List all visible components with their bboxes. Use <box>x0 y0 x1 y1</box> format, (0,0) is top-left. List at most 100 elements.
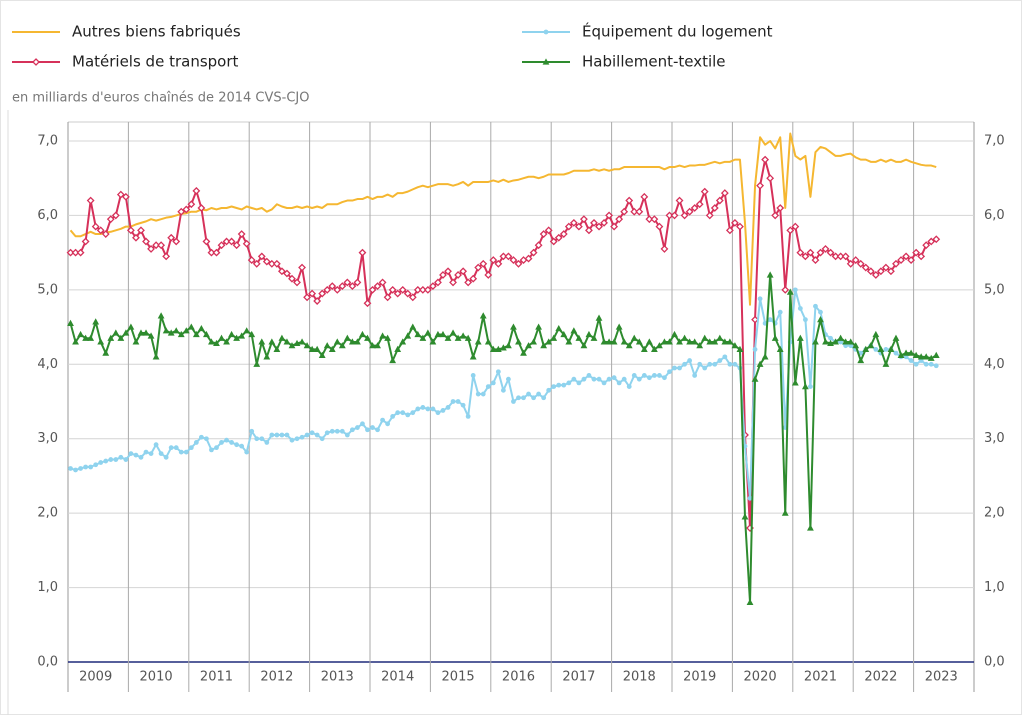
point <box>625 342 633 349</box>
point <box>671 330 678 338</box>
x-tick-label: 2011 <box>200 670 233 685</box>
y2-tick-label: 2,0 <box>984 506 1005 521</box>
point <box>872 330 880 338</box>
point <box>596 376 602 382</box>
point <box>559 230 568 238</box>
point <box>102 349 110 356</box>
point <box>531 395 536 401</box>
point <box>511 399 516 404</box>
point <box>499 344 507 351</box>
point <box>706 338 714 345</box>
point <box>323 285 332 294</box>
point <box>92 318 100 325</box>
point <box>277 267 286 276</box>
point <box>434 278 442 287</box>
point <box>720 189 729 198</box>
point <box>752 347 758 352</box>
point <box>313 297 322 305</box>
point <box>680 211 689 220</box>
point <box>489 345 497 352</box>
point <box>882 360 890 367</box>
point <box>686 338 694 345</box>
point <box>178 449 184 455</box>
point <box>237 230 246 238</box>
point <box>928 361 934 367</box>
point <box>449 329 457 336</box>
point <box>902 252 910 261</box>
y2-tick-label: 4,0 <box>984 357 1005 372</box>
point <box>546 387 552 393</box>
x-tick-label: 2023 <box>925 670 958 685</box>
point <box>318 351 326 358</box>
point <box>495 369 501 375</box>
point <box>576 380 582 386</box>
point <box>691 338 699 345</box>
point <box>756 360 764 367</box>
point <box>283 269 291 278</box>
point <box>272 259 281 268</box>
point <box>329 428 335 434</box>
point <box>267 259 276 268</box>
point <box>475 391 481 397</box>
point <box>363 299 372 308</box>
point <box>832 338 839 345</box>
legend-label: Matériels de transport <box>72 53 239 71</box>
point <box>143 449 149 455</box>
point <box>197 324 205 332</box>
point <box>610 222 619 231</box>
point <box>479 312 487 319</box>
point <box>390 413 396 419</box>
point <box>157 312 165 319</box>
point <box>253 360 261 367</box>
point <box>736 222 744 231</box>
point <box>494 259 503 268</box>
point <box>615 215 624 224</box>
point <box>876 267 885 276</box>
point <box>580 342 588 349</box>
point <box>398 285 407 294</box>
legend-label: Habillement-textile <box>582 53 726 71</box>
y-tick-label: 4,0 <box>37 357 58 372</box>
x-tick-label: 2022 <box>864 670 897 685</box>
point <box>700 187 709 196</box>
point <box>656 342 663 349</box>
point <box>662 375 667 381</box>
point <box>278 334 286 341</box>
point <box>717 358 723 363</box>
point <box>585 226 593 235</box>
point <box>158 451 164 456</box>
point <box>469 274 478 283</box>
point <box>469 353 477 360</box>
point <box>76 248 85 257</box>
point <box>419 334 427 341</box>
point <box>383 293 392 302</box>
point <box>182 205 191 214</box>
point <box>380 417 385 423</box>
point <box>313 345 321 352</box>
point <box>430 406 436 412</box>
point <box>777 309 783 315</box>
point <box>681 334 688 341</box>
point <box>771 211 780 220</box>
y-tick-label: 7,0 <box>37 134 58 149</box>
point <box>645 338 653 345</box>
point <box>314 432 320 438</box>
point <box>616 380 622 386</box>
point <box>284 432 290 438</box>
point <box>927 354 935 361</box>
point <box>842 338 850 345</box>
point <box>219 440 224 445</box>
point <box>646 375 652 381</box>
point <box>781 509 789 516</box>
point <box>862 345 870 352</box>
point <box>722 354 728 360</box>
point <box>696 342 704 349</box>
point <box>861 263 870 272</box>
point <box>344 432 350 438</box>
point <box>591 376 597 382</box>
point <box>579 215 588 224</box>
point <box>254 436 260 442</box>
x-tick-label: 2014 <box>381 670 414 685</box>
point <box>197 204 206 212</box>
